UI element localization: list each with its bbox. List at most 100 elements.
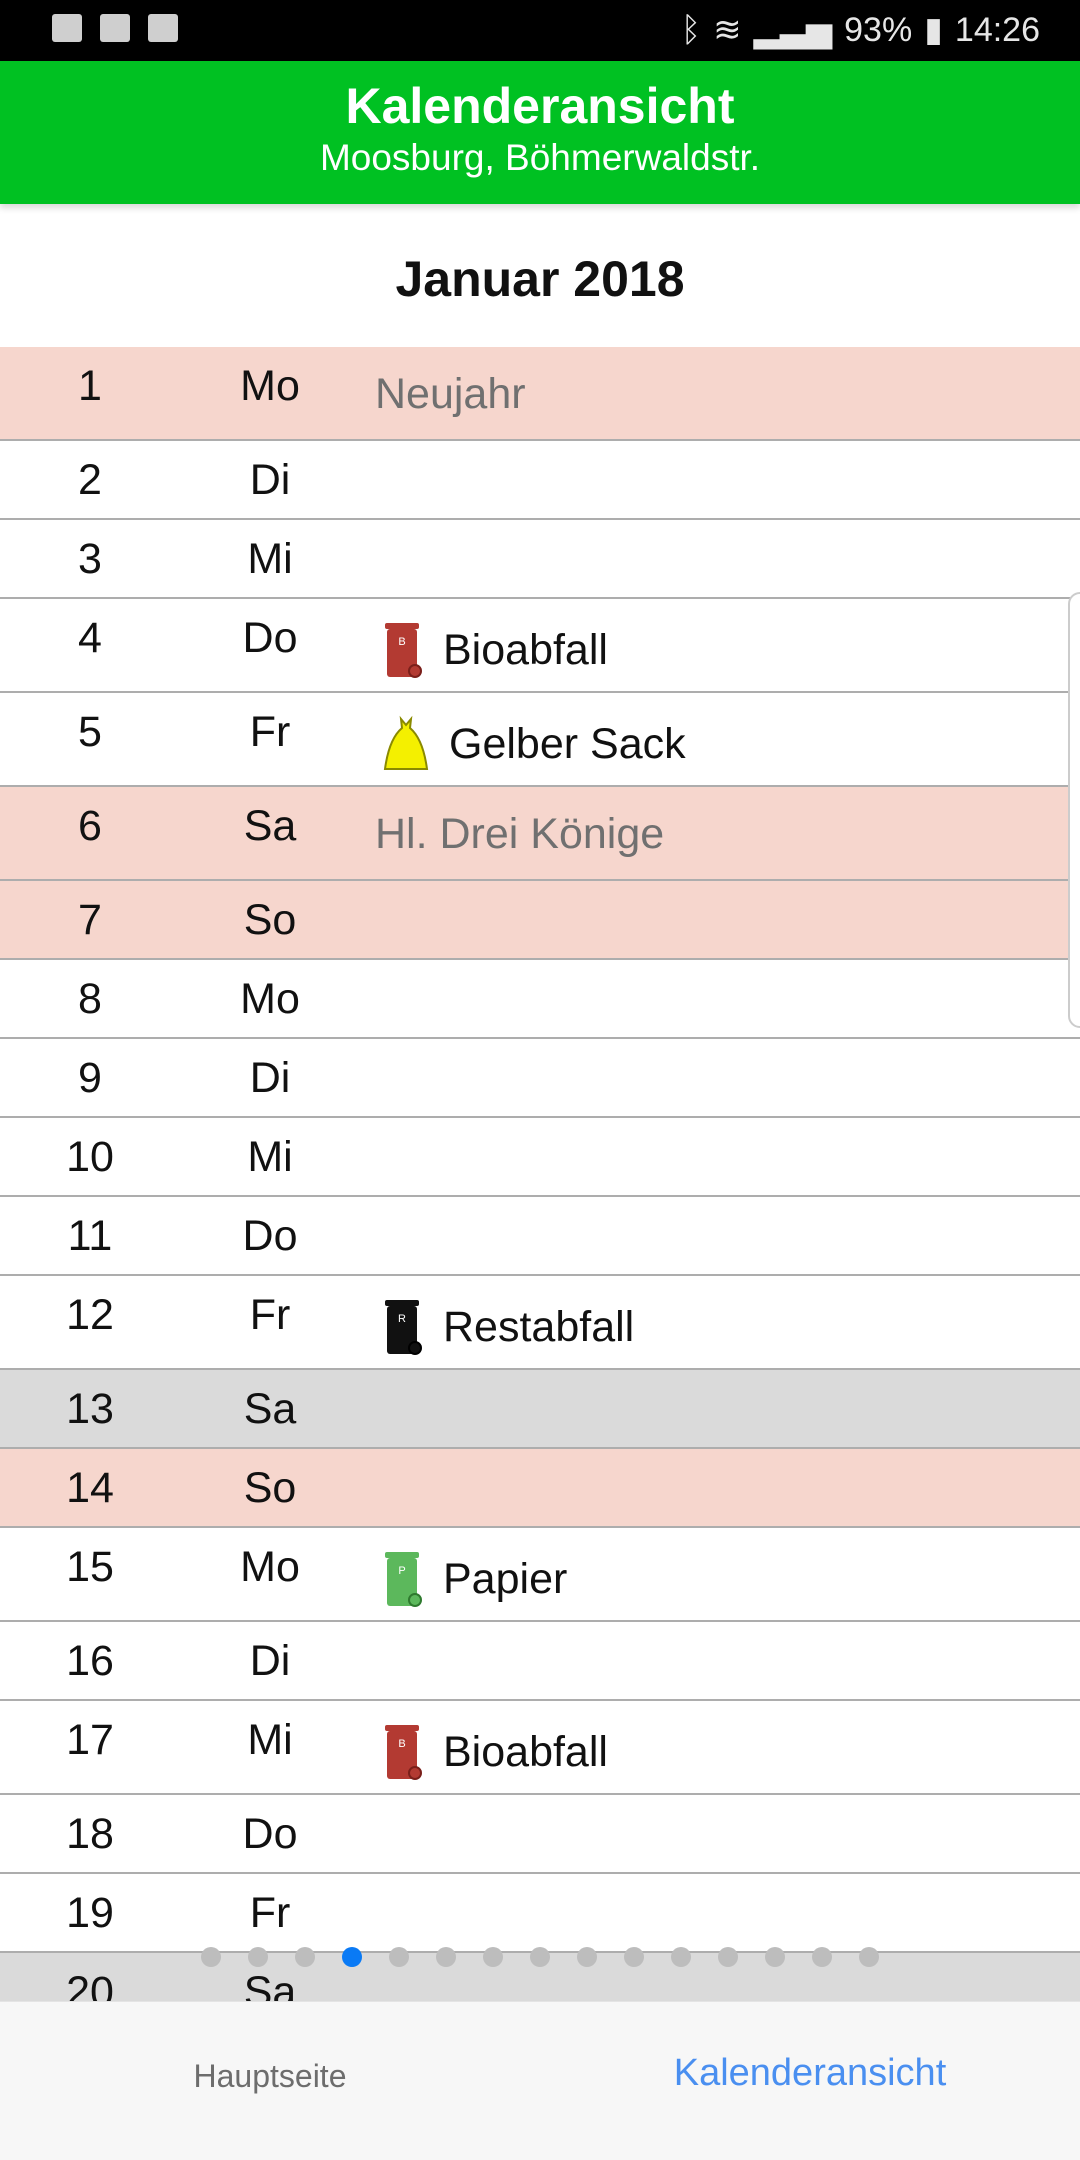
day-row[interactable]: 18 Do [0,1795,1080,1874]
page-dot[interactable] [812,1947,832,1967]
page-dot[interactable] [436,1947,456,1967]
page-dot[interactable] [718,1947,738,1967]
page-subtitle: Moosburg, Böhmerwaldstr. [319,137,761,178]
day-number: 4 [78,614,102,662]
page-dot[interactable] [577,1947,597,1967]
app-header: Kalenderansicht Moosburg, Böhmerwaldstr. [0,61,1080,204]
weekday: Do [242,614,298,662]
day-row[interactable]: 8 Mo [0,960,1080,1039]
day-number: 12 [66,1291,114,1339]
page-dot[interactable] [295,1947,315,1967]
day-number: 9 [78,1054,102,1102]
day-row[interactable]: 4 Do B Bioabfall [0,599,1080,693]
day-number: 17 [66,1716,114,1764]
day-row[interactable]: 14 So [0,1449,1080,1528]
event-label: Bioabfall [443,1728,608,1776]
day-row[interactable]: 19 Fr [0,1874,1080,1953]
page-dot[interactable] [342,1947,362,1967]
page-dot[interactable] [201,1947,221,1967]
day-row[interactable]: 16 Di [0,1622,1080,1701]
svg-text:P: P [398,1565,405,1577]
day-number: 8 [78,975,102,1023]
rest-bin-icon: R [385,1300,422,1355]
collection-event: B Bioabfall [375,621,608,679]
svg-text:B: B [398,636,405,648]
calendar-list[interactable]: 1 Mo Neujahr 2 Di 3 Mi 4 Do B Bioabfall 5 Fr Gelber S… [0,347,1080,2032]
wifi-icon: ≋ [713,11,742,49]
event-label: Restabfall [443,1303,635,1351]
status-bar: ᛒ ≋ ▂▃▅ 93% ▮ 14:26 [0,0,1080,61]
paper-bin-icon: P [385,1552,422,1607]
day-row[interactable]: 2 Di [0,441,1080,520]
event-label: Bioabfall [443,626,608,674]
weekday: Fr [249,1291,291,1339]
page-dot[interactable] [765,1947,785,1967]
yellow-sack-icon [383,715,429,770]
task-icon [148,14,178,42]
collection-event: Gelber Sack [375,715,686,773]
clock: 14:26 [954,10,1040,49]
day-number: 11 [67,1212,113,1260]
day-number: 13 [66,1385,114,1433]
day-row[interactable]: 5 Fr Gelber Sack [0,693,1080,787]
weekday: Di [249,1054,291,1102]
day-number: 18 [66,1810,114,1858]
page-dot[interactable] [389,1947,409,1967]
holiday-label: Hl. Drei Könige [375,810,665,858]
edge-panel-handle[interactable] [1068,592,1080,1028]
day-row[interactable]: 11 Do [0,1197,1080,1276]
day-row[interactable]: 1 Mo Neujahr [0,347,1080,441]
signal-icon: ▂▃▅ [753,11,833,49]
day-row[interactable]: 6 Sa Hl. Drei Könige [0,787,1080,881]
holiday-label: Neujahr [375,370,526,418]
day-row[interactable]: 7 So [0,881,1080,960]
event-label: Gelber Sack [449,720,686,768]
weekday: Di [249,456,291,504]
day-row[interactable]: 17 Mi B Bioabfall [0,1701,1080,1795]
weekday: So [243,896,297,944]
tab-kalenderansicht[interactable]: Kalenderansicht [673,2052,947,2094]
weekday: Mo [240,362,300,410]
page-dot[interactable] [248,1947,268,1967]
page-dot[interactable] [671,1947,691,1967]
collection-event: P Papier [375,1550,567,1608]
day-row[interactable]: 10 Mi [0,1118,1080,1197]
weekday: Fr [249,1889,291,1937]
weekday: Di [249,1637,291,1685]
day-row[interactable]: 15 Mo P Papier [0,1528,1080,1622]
weekday: Fr [249,708,291,756]
weekday: Do [242,1810,298,1858]
tab-hauptseite[interactable]: Hauptseite [193,2058,347,2094]
month-title: Januar 2018 [395,251,685,307]
day-row[interactable]: 9 Di [0,1039,1080,1118]
weekday: Mi [247,1133,293,1181]
weekday: Mo [240,975,300,1023]
day-number: 6 [78,802,102,850]
weekday: Do [242,1212,298,1260]
day-number: 3 [78,535,102,583]
battery-charging-icon: ▮ [924,11,943,49]
weekday: Sa [243,802,297,850]
bottom-nav: Hauptseite Kalenderansicht [0,2001,1080,2160]
day-number: 14 [66,1464,114,1512]
page-dot[interactable] [530,1947,550,1967]
day-row[interactable]: 13 Sa [0,1370,1080,1449]
day-number: 5 [78,708,102,756]
weekday: So [243,1464,297,1512]
page-dot[interactable] [483,1947,503,1967]
day-number: 2 [78,456,102,504]
day-row[interactable]: 12 Fr R Restabfall [0,1276,1080,1370]
weekday: Mi [247,535,293,583]
svg-text:B: B [398,1738,405,1750]
collection-event: B Bioabfall [375,1723,608,1781]
day-number: 10 [66,1133,114,1181]
battery-percent: 93% [844,10,913,49]
bio-bin-icon: B [385,623,422,678]
bio-bin-icon: B [385,1725,422,1780]
page-dot[interactable] [624,1947,644,1967]
day-row[interactable]: 3 Mi [0,520,1080,599]
bluetooth-icon: ᛒ [680,10,702,49]
email-icon [100,14,130,42]
collection-event: R Restabfall [375,1298,634,1356]
page-dot[interactable] [859,1947,879,1967]
